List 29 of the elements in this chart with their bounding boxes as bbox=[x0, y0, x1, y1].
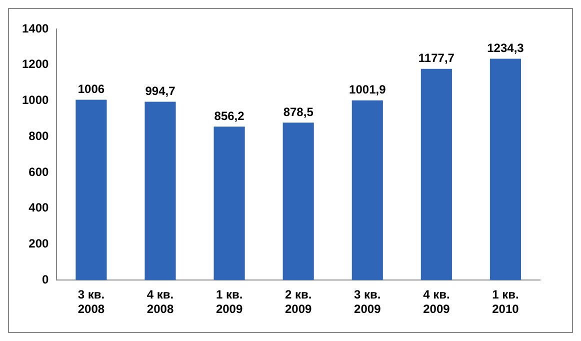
data-label: 878,5 bbox=[283, 104, 314, 119]
data-label: 994,7 bbox=[145, 84, 176, 98]
bar bbox=[144, 102, 176, 280]
y-tick-label: 1200 bbox=[22, 57, 50, 72]
y-tick-label: 800 bbox=[28, 128, 50, 143]
x-tick-label: 2 кв. 2009 bbox=[284, 288, 312, 316]
y-tick-label: 400 bbox=[28, 200, 50, 215]
x-tick-label: 3 кв. 2009 bbox=[354, 288, 382, 316]
data-label: 1177,7 bbox=[418, 51, 455, 66]
bar bbox=[76, 100, 107, 280]
data-label: 1234,3 bbox=[487, 41, 524, 56]
bar bbox=[352, 100, 383, 280]
bar bbox=[282, 122, 314, 280]
y-tick-label: 0 bbox=[42, 272, 50, 287]
y-tick-label: 1000 bbox=[22, 93, 50, 108]
x-tick-label: 1 кв. 2009 bbox=[216, 288, 243, 316]
x-tick-label: 3 кв. 2008 bbox=[78, 288, 105, 316]
data-label: 1006 bbox=[78, 82, 105, 96]
x-tick-label: 4 кв. 2009 bbox=[423, 288, 450, 316]
x-tick-label: 4 кв. 2008 bbox=[146, 288, 174, 316]
y-tick-label: 1400 bbox=[22, 21, 50, 36]
bar bbox=[490, 58, 522, 280]
data-label: 856,2 bbox=[214, 108, 245, 123]
y-tick-label: 200 bbox=[28, 236, 50, 251]
bar bbox=[214, 126, 245, 280]
x-tick-label: 1 кв. 2010 bbox=[492, 288, 520, 316]
bar bbox=[420, 68, 452, 280]
data-label: 1001,9 bbox=[349, 82, 386, 97]
y-tick-label: 600 bbox=[28, 164, 50, 179]
